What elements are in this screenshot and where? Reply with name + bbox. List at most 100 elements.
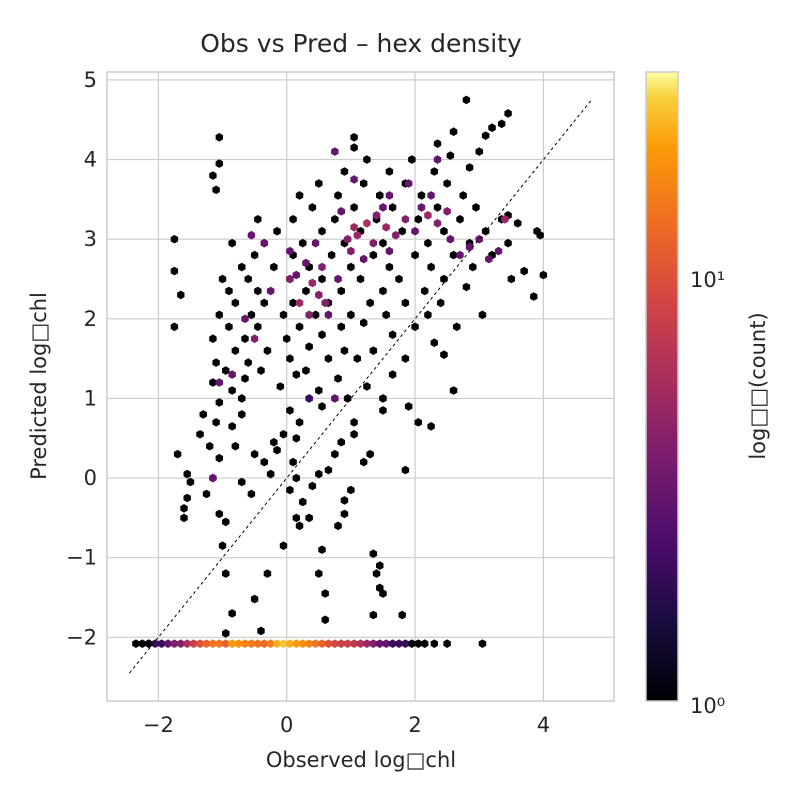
- hexbin-cell: [453, 322, 461, 332]
- y-tick-label: −1: [66, 546, 97, 570]
- hexbin-cell: [289, 298, 297, 308]
- hexbin-cell: [337, 322, 345, 332]
- x-tick-label: −2: [143, 713, 174, 737]
- hexbin-cell: [343, 234, 352, 244]
- hexbin-cell: [433, 155, 442, 164]
- hexbin-cell: [215, 639, 223, 648]
- hexbin-cell: [327, 250, 336, 260]
- hexbin-cell: [363, 382, 371, 391]
- hexbin-cell: [488, 123, 496, 132]
- hexbin-cell: [173, 449, 182, 459]
- hexbin-cell: [257, 366, 265, 375]
- hexbin-cell: [292, 513, 300, 523]
- hexbin-cell: [356, 639, 365, 648]
- hexbin-cell: [241, 334, 249, 343]
- hexbin-cell: [302, 286, 310, 296]
- hexbin-cell: [183, 469, 191, 479]
- x-axis-label: Observed log□chl: [266, 748, 456, 772]
- hexbin-cell: [212, 358, 220, 367]
- hexbin-cell: [430, 639, 438, 648]
- hexbin-cell: [408, 155, 416, 164]
- hexbin-cell: [279, 430, 288, 439]
- hexbin-cell: [241, 639, 249, 648]
- colorbar-tick-label: 10¹: [690, 268, 725, 292]
- grid-lines: [107, 72, 614, 701]
- hexbin-cell: [350, 430, 358, 439]
- hexbin-cell: [299, 497, 307, 507]
- hexbin-cell: [238, 410, 246, 419]
- hexbin-cell: [218, 274, 227, 284]
- hexbin-cell: [254, 322, 262, 332]
- hexbin-cell: [398, 226, 406, 236]
- hexbin-cell: [276, 382, 284, 391]
- colorbar-label: log□□(count): [746, 312, 770, 459]
- hexbin-cell: [286, 246, 294, 256]
- hexbin-cell: [443, 179, 451, 188]
- hexbin-cell: [385, 262, 394, 272]
- hexbin-cell: [446, 234, 455, 244]
- hexbin-cell: [170, 322, 179, 332]
- hexbin-cell: [318, 226, 326, 236]
- hexbin-cell: [414, 418, 422, 427]
- hexbin-cell: [331, 639, 339, 648]
- hexbin-cell: [273, 639, 281, 648]
- hexbin-cell: [196, 639, 204, 648]
- hexbin-cell: [209, 639, 217, 648]
- hexbin-cell: [343, 639, 352, 648]
- hexbin-cell: [212, 185, 220, 195]
- hexbin-cell: [462, 282, 471, 292]
- hexbin-cell: [340, 496, 349, 505]
- hexbin-cell: [241, 314, 249, 324]
- hexbin-cell: [366, 298, 374, 308]
- hexbin-cell: [311, 639, 320, 648]
- hexbin-cell: [401, 465, 410, 475]
- hexbin-cell: [302, 258, 310, 268]
- plot-area: −2 0 2 4 −2 −1 0 1 2 3 4 5: [66, 68, 615, 737]
- hexbin-cell: [145, 639, 153, 648]
- hexbin-cell: [440, 274, 448, 284]
- hexbin-cell: [334, 191, 342, 200]
- hexbin-cell: [222, 639, 230, 648]
- hexbin-cell: [170, 639, 179, 648]
- hexbin-cell: [382, 639, 390, 648]
- hexbin-cell: [295, 191, 304, 200]
- hexbin-cell: [286, 406, 294, 415]
- hexbin-cell: [225, 322, 233, 332]
- hexbin-cell: [366, 449, 374, 459]
- hexbin-cell: [315, 179, 323, 188]
- hexbin-cell: [379, 203, 387, 212]
- hexbin-cell: [539, 270, 548, 280]
- hexbin-cell: [273, 226, 281, 236]
- hexbin-cell: [414, 639, 422, 648]
- hexbin-cell: [424, 310, 432, 320]
- hexbin-cell: [254, 215, 262, 224]
- hexbin-cell: [292, 270, 300, 280]
- x-tick-label: 4: [537, 713, 550, 737]
- hexbin-cell: [295, 322, 304, 332]
- hexbin-cell: [337, 286, 345, 296]
- hexbin-cell: [449, 386, 458, 395]
- hexbin-cell: [507, 274, 515, 284]
- hexbin-cell: [350, 203, 358, 212]
- y-axis-label: Predicted log□chl: [27, 292, 51, 480]
- hexbin-cell: [385, 167, 394, 176]
- hexbin-cell: [222, 569, 230, 578]
- hexbin-cell: [536, 230, 544, 240]
- hexbin-cell: [286, 639, 294, 648]
- hexbin-cell: [456, 215, 464, 224]
- hexbin-cell: [180, 513, 188, 523]
- y-tick-label: 4: [84, 148, 97, 172]
- hexbin-cell: [472, 203, 480, 212]
- hexbin-cell: [279, 310, 288, 320]
- hexbin-cell: [295, 521, 304, 531]
- hexbin-cell: [318, 545, 326, 554]
- hexbin-cell: [206, 441, 214, 451]
- colorbar-gradient: [645, 71, 679, 702]
- hexbin-cell: [238, 394, 246, 403]
- hexbin-cell: [340, 346, 349, 355]
- hexbin-cell: [247, 310, 256, 320]
- hexbin-cell: [244, 274, 252, 284]
- hexbin-cell: [430, 338, 438, 347]
- hexbin-cell: [360, 254, 368, 264]
- hexbin-cell: [266, 639, 275, 648]
